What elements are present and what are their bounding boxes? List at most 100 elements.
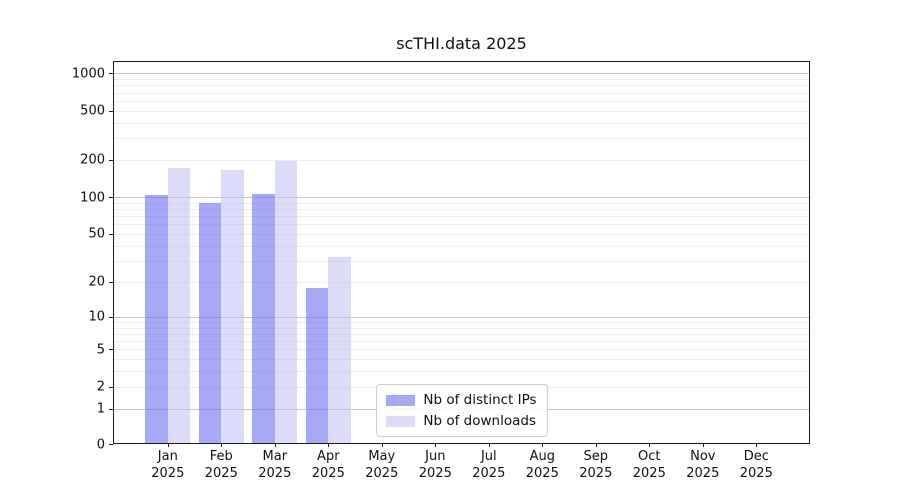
x-tick-month: Oct [638, 449, 661, 464]
legend-label-downloads: Nb of downloads [423, 413, 536, 429]
y-tick-label: 20 [88, 274, 105, 290]
y-tick-mark [109, 73, 113, 75]
x-tick-label: Feb 2025 [193, 449, 249, 482]
x-tick-month: May [368, 449, 396, 464]
x-tick-month: Jan [157, 449, 178, 464]
x-tick-yearline: 2025 [686, 465, 720, 481]
gridline-minor [114, 260, 809, 262]
x-tick-mark [649, 443, 651, 447]
y-tick-mark [109, 110, 113, 112]
x-tick-mark [595, 443, 597, 447]
x-tick-label: Nov 2025 [675, 449, 731, 482]
gridline-major [114, 197, 809, 199]
gridline-minor [114, 359, 809, 361]
y-tick-mark [109, 408, 113, 410]
gridline-minor [114, 281, 809, 283]
bar-downloads-apr [328, 257, 351, 443]
y-tick-label: 1 [96, 401, 105, 417]
x-tick-label: Jan 2025 [140, 449, 196, 482]
x-tick-yearline: 2025 [151, 465, 185, 481]
y-tick-mark [109, 197, 113, 199]
gridline-minor [114, 202, 809, 204]
legend-swatch-downloads [385, 415, 415, 427]
bar-downloads-feb [221, 169, 244, 443]
gridline-minor [114, 159, 809, 161]
x-tick-yearline: 2025 [525, 465, 559, 481]
chart-title: scTHI.data 2025 [396, 34, 527, 53]
x-tick-yearline: 2025 [258, 465, 292, 481]
bar-downloads-jan [167, 168, 191, 443]
x-tick-label: Jul 2025 [461, 449, 517, 482]
bar-distinct-ips-jan [145, 195, 168, 443]
x-tick-label: Sep 2025 [568, 449, 624, 482]
y-tick-label: 10 [88, 309, 105, 325]
y-tick-label: 200 [80, 152, 105, 168]
y-tick-label: 50 [88, 226, 105, 242]
gridline-minor [114, 371, 809, 373]
x-tick-label: Apr 2025 [300, 449, 356, 482]
gridline-minor [114, 327, 809, 329]
gridline-minor [114, 341, 809, 342]
x-tick-label: May 2025 [354, 449, 410, 482]
x-tick-yearline: 2025 [418, 465, 452, 481]
y-tick-label: 5 [96, 342, 105, 358]
x-tick-mark [435, 443, 437, 447]
plot-area: 0 1 2 5 10 20 50 100 200 500 1000 Jan 2025 Feb 2025 Mar… [72, 61, 810, 481]
y-tick-label: 1000 [71, 66, 105, 82]
gridline-minor [114, 122, 809, 124]
gridline-minor [114, 233, 809, 235]
x-tick-yearline: 2025 [311, 465, 345, 481]
y-tick-label: 500 [80, 103, 105, 119]
gridline-minor [114, 110, 809, 112]
gridline-minor [114, 100, 809, 102]
bar-distinct-ips-feb [198, 202, 222, 443]
gridline-minor [114, 85, 809, 87]
x-tick-mark [274, 443, 276, 447]
x-tick-month: Nov [690, 449, 716, 464]
legend-swatch-distinct-ips [385, 394, 415, 406]
x-tick-mark [542, 443, 544, 447]
gridline-major [114, 316, 809, 318]
legend-item-distinct-ips: Nb of distinct IPs [385, 392, 537, 408]
legend-item-downloads: Nb of downloads [385, 413, 536, 429]
gridline-major [114, 73, 809, 75]
gridline-minor [114, 216, 809, 218]
gridline-minor [114, 79, 809, 80]
x-tick-yearline: 2025 [632, 465, 666, 481]
x-tick-mark [756, 443, 758, 447]
x-tick-label: Aug 2025 [514, 449, 570, 482]
x-tick-mark [221, 443, 223, 447]
x-tick-month: Aug [529, 449, 555, 464]
x-tick-yearline: 2025 [739, 465, 773, 481]
y-tick-label: 2 [96, 379, 105, 395]
gridline-minor [114, 209, 809, 210]
x-tick-yearline: 2025 [204, 465, 238, 481]
legend: Nb of distinct IPs Nb of downloads [375, 384, 548, 437]
y-tick-mark [109, 159, 113, 161]
x-tick-month: Feb [209, 449, 233, 464]
y-tick-mark [109, 444, 113, 445]
x-tick-label: Dec 2025 [728, 449, 784, 482]
y-tick-mark [109, 233, 113, 235]
x-tick-month: Jun [425, 449, 446, 464]
legend-label-distinct-ips: Nb of distinct IPs [423, 392, 537, 408]
gridline-minor [114, 321, 809, 323]
y-tick-mark [109, 316, 113, 318]
x-tick-label: Oct 2025 [621, 449, 677, 482]
gridline-minor [114, 138, 809, 140]
x-tick-month: Apr [317, 449, 340, 464]
gridline-minor [114, 333, 809, 335]
x-tick-mark [381, 443, 383, 447]
x-tick-mark [328, 443, 330, 447]
gridline-minor [114, 349, 809, 351]
bar-downloads-mar [274, 160, 298, 443]
x-tick-month: Jul [480, 449, 497, 464]
y-tick-label: 100 [80, 190, 105, 206]
x-tick-yearline: 2025 [472, 465, 506, 481]
x-tick-mark [488, 443, 490, 447]
y-tick-mark [109, 386, 113, 388]
x-tick-label: Mar 2025 [247, 449, 303, 482]
bar-distinct-ips-apr [305, 288, 329, 443]
x-tick-mark [167, 443, 169, 447]
